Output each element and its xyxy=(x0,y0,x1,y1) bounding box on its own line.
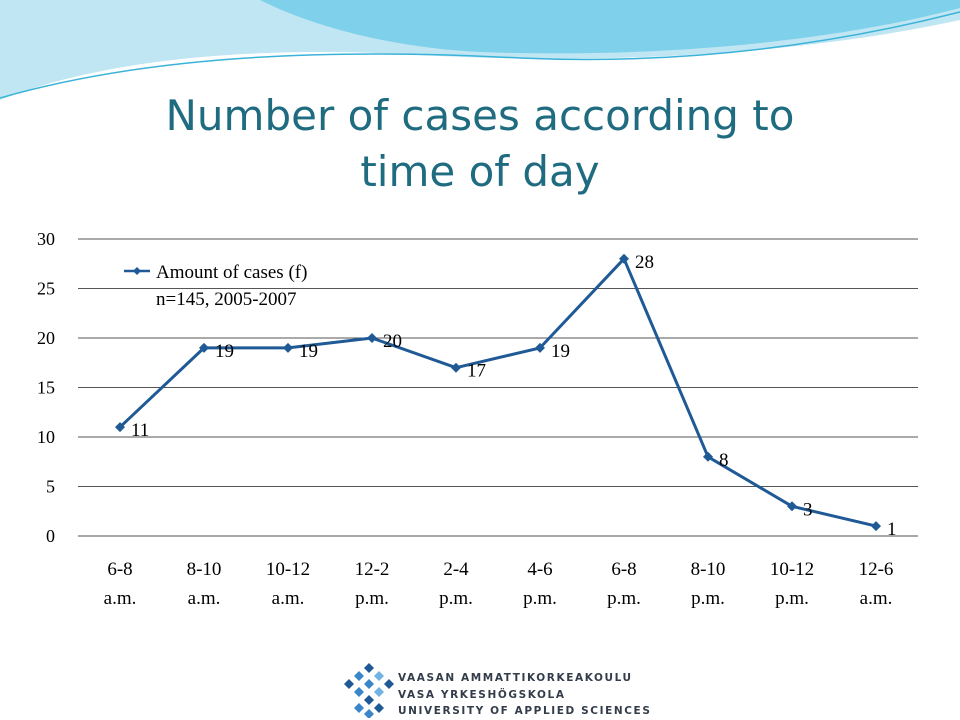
x-tick-label-4-line-2: p.m. xyxy=(439,588,473,609)
data-point-marker-9 xyxy=(871,521,881,532)
logo-dot-0 xyxy=(364,663,374,673)
y-tick-label-0: 0 xyxy=(46,526,55,546)
x-tick-label-4-line-1: 2-4 xyxy=(443,559,469,580)
data-label-4: 17 xyxy=(467,361,486,382)
chart-gridlines xyxy=(78,238,918,537)
logo-dot-10 xyxy=(374,703,384,713)
x-tick-label-9-line-1: 12-6 xyxy=(859,559,894,580)
data-point-marker-6 xyxy=(619,253,629,264)
data-label-3: 20 xyxy=(383,331,402,352)
title-line-2: time of day xyxy=(360,147,600,196)
y-tick-label-30: 30 xyxy=(37,229,55,249)
data-point-marker-5 xyxy=(535,342,545,353)
x-tick-label-7-line-1: 8-10 xyxy=(691,559,726,580)
slide-title: Number of cases according to time of day xyxy=(80,88,880,200)
title-line-1: Number of cases according to xyxy=(165,91,795,140)
x-tick-label-8-line-1: 10-12 xyxy=(770,559,814,580)
x-tick-label-1-line-1: 8-10 xyxy=(187,559,222,580)
data-point-marker-7 xyxy=(703,451,713,462)
x-tick-label-6-line-1: 6-8 xyxy=(611,559,636,580)
x-tick-label-7-line-2: p.m. xyxy=(691,588,725,609)
x-tick-label-1-line-2: a.m. xyxy=(188,588,221,609)
logo-dot-8 xyxy=(364,695,374,705)
x-tick-label-3-line-1: 12-2 xyxy=(355,559,390,580)
header-wave-mid xyxy=(260,0,960,54)
data-label-8: 3 xyxy=(803,499,813,520)
y-axis-tick-labels: 0 5 10 15 20 25 30 xyxy=(37,229,55,546)
data-label-7: 8 xyxy=(719,450,729,471)
y-tick-label-5: 5 xyxy=(46,477,55,497)
x-tick-label-0-line-1: 6-8 xyxy=(107,559,132,580)
data-label-9: 1 xyxy=(887,519,897,540)
data-point-marker-4 xyxy=(451,362,461,373)
data-label-2: 19 xyxy=(299,341,318,362)
x-tick-label-0-line-2: a.m. xyxy=(104,588,137,609)
logo-dot-2 xyxy=(374,671,384,681)
logo-dot-11 xyxy=(364,709,374,718)
x-tick-label-2-line-2: a.m. xyxy=(272,588,305,609)
data-label-1: 19 xyxy=(215,341,234,362)
logo-dot-4 xyxy=(364,679,374,689)
header-wave-line xyxy=(0,11,960,99)
logo-dot-3 xyxy=(344,679,354,689)
y-tick-label-10: 10 xyxy=(37,427,55,447)
legend-note: n=145, 2005-2007 xyxy=(156,289,297,310)
slide-header-waves xyxy=(0,0,960,100)
data-point-marker-1 xyxy=(199,342,209,353)
x-tick-label-5-line-2: p.m. xyxy=(523,588,557,609)
logo-dot-1 xyxy=(354,671,364,681)
chart-legend: Amount of cases (f) n=145, 2005-2007 xyxy=(124,262,307,310)
series-line-amount-of-cases xyxy=(118,257,877,528)
data-point-marker-8 xyxy=(787,501,797,512)
y-tick-label-25: 25 xyxy=(37,279,55,299)
data-point-marker-0 xyxy=(115,422,125,433)
x-axis-tick-labels: 6-8 a.m. 8-10 a.m. 10-12 a.m. 12-2 p.m. 2-4 p.m. 4… xyxy=(104,559,894,609)
data-point-marker-3 xyxy=(367,333,377,343)
logo-dot-6 xyxy=(354,687,364,697)
x-tick-label-5-line-1: 4-6 xyxy=(527,559,552,580)
logo-text-line-2: VASA YRKESHÖGSKOLA xyxy=(398,689,566,701)
x-tick-label-9-line-2: a.m. xyxy=(860,588,893,609)
chart-series: 11 19 19 20 17 19 28 8 3 1 xyxy=(115,252,897,540)
data-point-marker-2 xyxy=(283,342,293,353)
data-label-5: 19 xyxy=(551,341,570,362)
y-tick-label-20: 20 xyxy=(37,328,55,348)
logo-text-line-1: VAASAN AMMATTIKORKEAKOULU xyxy=(398,672,633,684)
logo-text-line-3: UNIVERSITY OF APPLIED SCIENCES xyxy=(398,705,652,717)
x-tick-label-3-line-2: p.m. xyxy=(355,588,389,609)
data-label-0: 11 xyxy=(131,420,149,441)
x-tick-label-6-line-2: p.m. xyxy=(607,588,641,609)
y-tick-label-15: 15 xyxy=(37,378,55,398)
data-label-6: 28 xyxy=(635,252,654,273)
legend-marker-swatch xyxy=(133,267,141,275)
x-tick-label-8-line-2: p.m. xyxy=(775,588,809,609)
logo-dot-7 xyxy=(374,687,384,697)
logo-dot-9 xyxy=(354,703,364,713)
x-tick-label-2-line-1: 10-12 xyxy=(266,559,310,580)
logo-dot-5 xyxy=(384,679,394,689)
legend-series-name: Amount of cases (f) xyxy=(156,262,307,283)
university-logo-icon xyxy=(344,663,394,718)
